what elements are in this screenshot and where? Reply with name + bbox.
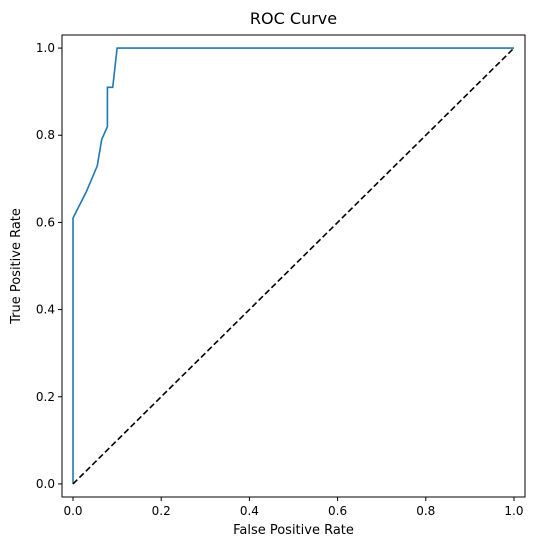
- y-tick-label: 0.8: [36, 128, 55, 142]
- roc-curve-line: [72, 47, 514, 484]
- y-axis-label: True Positive Rate: [9, 208, 24, 325]
- x-tick-label: 0.4: [240, 504, 259, 518]
- y-tick-label: 1.0: [36, 41, 55, 55]
- x-tick-label: 0.6: [328, 504, 347, 518]
- y-tick-label: 0.6: [36, 215, 55, 229]
- x-tick-label: 0.2: [152, 504, 171, 518]
- y-tick-label: 0.2: [36, 390, 55, 404]
- y-tick-label: 0.0: [36, 477, 55, 491]
- plot-frame: [61, 34, 526, 498]
- x-tick-label: 1.0: [504, 504, 523, 518]
- y-axis-ticks: 0.0 0.2 0.4 0.6 0.8 1.0: [36, 41, 62, 491]
- x-tick-label: 0.0: [63, 504, 82, 518]
- chance-line: [72, 47, 515, 485]
- x-tick-label: 0.8: [416, 504, 435, 518]
- chart-title: ROC Curve: [250, 9, 337, 28]
- x-axis-label: False Positive Rate: [233, 523, 354, 538]
- series-layer: [72, 47, 515, 485]
- y-tick-label: 0.4: [36, 303, 55, 317]
- x-axis-ticks: 0.0 0.2 0.4 0.6 0.8 1.0: [63, 497, 524, 518]
